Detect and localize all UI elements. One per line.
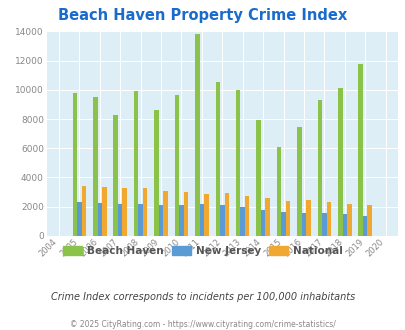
Bar [77, 202, 81, 236]
Bar [215, 82, 220, 236]
Bar [102, 187, 106, 236]
Bar [240, 208, 244, 236]
Bar [154, 110, 158, 236]
Bar [179, 205, 183, 236]
Bar [113, 115, 118, 236]
Bar [158, 205, 163, 236]
Bar [362, 216, 367, 236]
Bar [317, 100, 321, 236]
Bar [321, 213, 326, 236]
Bar [204, 194, 208, 236]
Text: Beach Haven Property Crime Index: Beach Haven Property Crime Index [58, 8, 347, 23]
Bar [163, 191, 167, 236]
Text: Crime Index corresponds to incidents per 100,000 inhabitants: Crime Index corresponds to incidents per… [51, 292, 354, 302]
Bar [276, 147, 281, 236]
Bar [122, 188, 127, 236]
Bar [256, 120, 260, 236]
Bar [138, 204, 143, 236]
Bar [244, 196, 249, 236]
Bar [118, 204, 122, 236]
Bar [346, 204, 351, 236]
Bar [281, 212, 285, 236]
Bar [260, 211, 265, 236]
Bar [265, 198, 269, 236]
Bar [97, 203, 102, 236]
Bar [93, 97, 97, 236]
Bar [199, 204, 204, 236]
Bar [72, 93, 77, 236]
Bar [134, 91, 138, 236]
Bar [342, 214, 346, 236]
Bar [81, 185, 86, 236]
Legend: Beach Haven, New Jersey, National: Beach Haven, New Jersey, National [59, 242, 346, 260]
Bar [337, 88, 342, 236]
Bar [143, 188, 147, 236]
Bar [285, 201, 290, 236]
Bar [301, 213, 305, 236]
Bar [235, 90, 240, 236]
Bar [220, 205, 224, 236]
Bar [367, 205, 371, 236]
Bar [195, 34, 199, 236]
Bar [183, 192, 188, 236]
Bar [296, 127, 301, 236]
Bar [358, 63, 362, 236]
Bar [305, 200, 310, 236]
Bar [326, 202, 330, 236]
Bar [174, 95, 179, 236]
Bar [224, 193, 228, 236]
Text: © 2025 CityRating.com - https://www.cityrating.com/crime-statistics/: © 2025 CityRating.com - https://www.city… [70, 320, 335, 329]
